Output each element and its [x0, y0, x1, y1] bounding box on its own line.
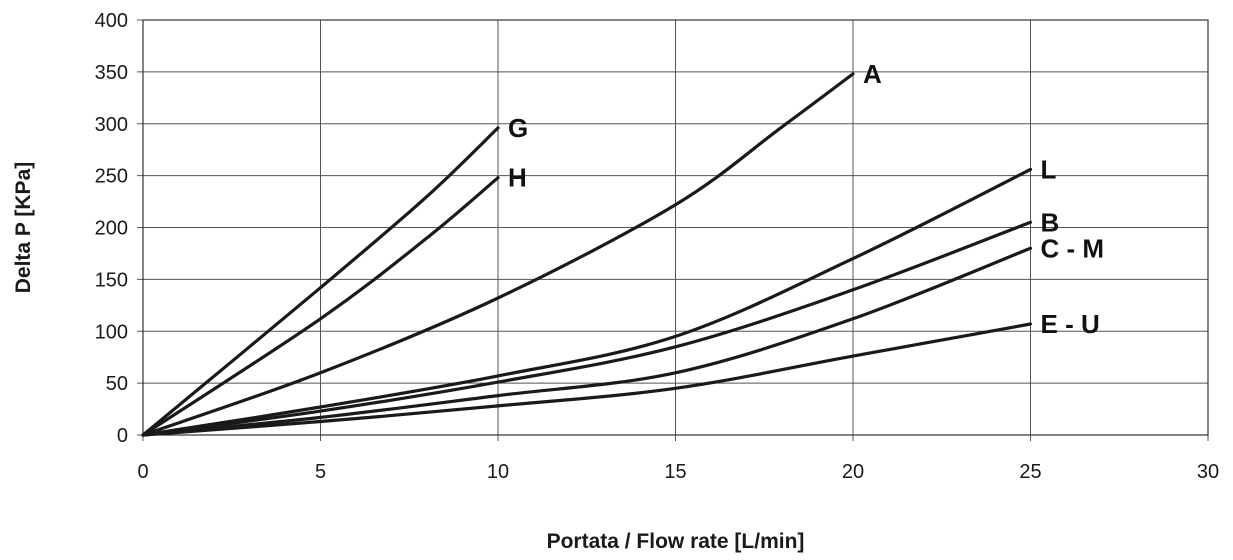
y-tick-label: 300: [95, 114, 128, 136]
y-tick-label: 400: [95, 10, 128, 32]
series-line-h: [141, 176, 500, 437]
series-label-b: B: [1041, 207, 1060, 237]
y-axis-title: Delta P [KPa]: [12, 162, 35, 294]
x-axis-title: Portata / Flow rate [L/min]: [547, 530, 805, 553]
series-label-c-m: C - M: [1041, 233, 1105, 263]
y-tick-label: 200: [95, 218, 128, 240]
series-label-a: A: [863, 59, 882, 89]
y-tick-label: 250: [95, 166, 128, 188]
series-label-e-u: E - U: [1041, 309, 1100, 339]
y-tick-label: 0: [117, 425, 128, 447]
x-tick-label: 20: [842, 461, 864, 483]
series-label-h: H: [508, 163, 527, 193]
y-tick-label: 100: [95, 321, 128, 343]
series-line-a: [141, 72, 855, 437]
y-tick-label: 50: [106, 373, 128, 395]
series-line-c-m: [141, 246, 1033, 437]
series-line-l: [141, 167, 1033, 437]
series-labels: A GH LBC - M E - U: [508, 59, 1104, 339]
x-tick-label: 0: [137, 461, 148, 483]
plot-frame: [142, 19, 1209, 436]
series-line-e-u: [141, 322, 1033, 437]
x-tick-label: 5: [315, 461, 326, 483]
grid-lines: [137, 19, 1209, 441]
x-tick-label: 15: [664, 461, 686, 483]
x-tick-label: 30: [1197, 461, 1219, 483]
y-tick-label: 150: [95, 269, 128, 291]
x-tick-label: 10: [487, 461, 509, 483]
x-tick-label: 25: [1019, 461, 1041, 483]
series-line-g: [141, 126, 500, 437]
series-lines: [141, 72, 1033, 437]
series-label-l: L: [1041, 154, 1057, 184]
series-line-b: [141, 220, 1033, 437]
series-label-g: G: [508, 113, 528, 143]
y-tick-label: 350: [95, 62, 128, 84]
